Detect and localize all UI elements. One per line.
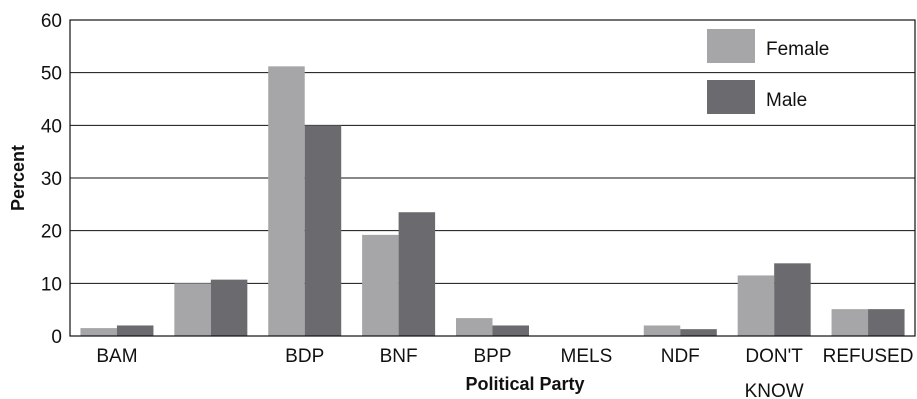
x-category-label: NDF: [661, 346, 700, 367]
bar-male-1: [210, 279, 248, 336]
bar-female-4: [456, 318, 493, 336]
x-category-label: BDP: [285, 346, 324, 367]
y-axis-title: Percent: [8, 145, 28, 211]
x-category-label: MELS: [561, 346, 613, 367]
y-tick-label: 30: [41, 169, 62, 190]
x-category-label: BNF: [380, 346, 418, 367]
bar-female-7: [737, 275, 775, 336]
y-tick-label: 10: [41, 274, 62, 295]
bar-male-7: [774, 263, 811, 336]
y-axis-ticks: 0 10 20 30 40 50 60: [41, 11, 62, 348]
y-tick-label: 50: [41, 64, 62, 85]
x-category-label: REFUSED: [823, 346, 914, 367]
y-tick-label: 0: [51, 327, 62, 348]
bar-male-3: [398, 212, 436, 336]
x-axis-categories: BAM BDP BNF BPP MELS NDF DON'T KNOW REFUSED: [96, 346, 913, 399]
y-tick-label: 20: [41, 222, 62, 243]
x-category-label: BAM: [96, 346, 137, 367]
bar-female-3: [362, 234, 399, 336]
bar-male-2: [304, 125, 342, 336]
bar-male-4: [492, 325, 529, 336]
legend-label-male: Male: [766, 90, 807, 111]
bar-female-6: [643, 325, 681, 336]
bar-female-8: [831, 309, 869, 336]
x-axis-title: Political Party: [465, 374, 584, 394]
y-tick-label: 60: [41, 11, 62, 32]
bar-male-8: [868, 309, 905, 336]
y-tick-label: 40: [41, 116, 62, 137]
legend-swatch-female: [707, 29, 755, 63]
x-category-label: DON'T: [745, 346, 803, 367]
bar-male-6: [680, 329, 717, 336]
x-category-label: BPP: [473, 346, 511, 367]
legend: Female Male: [707, 29, 829, 114]
bar-female-2: [268, 66, 305, 336]
bars: [80, 66, 905, 336]
bar-female-1: [174, 283, 211, 336]
legend-swatch-male: [707, 80, 755, 114]
bar-male-0: [116, 325, 154, 336]
plot-area-frame: [69, 19, 916, 337]
x-category-label: KNOW: [745, 381, 804, 399]
bar-female-0: [80, 328, 117, 336]
legend-label-female: Female: [766, 39, 829, 60]
